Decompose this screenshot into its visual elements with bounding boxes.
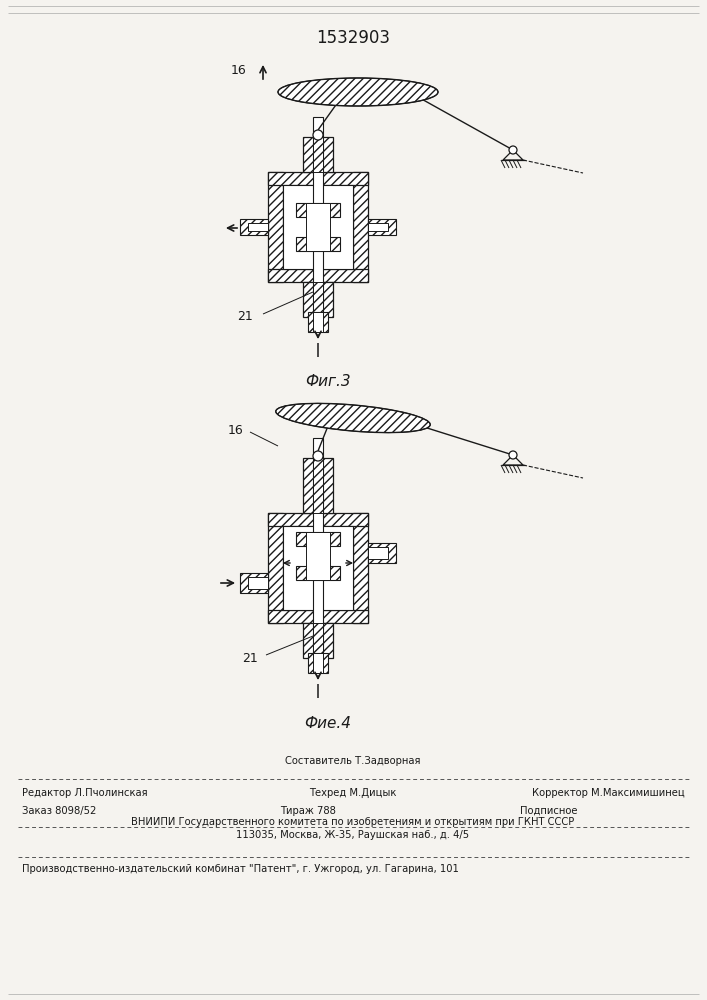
Text: Подписное: Подписное bbox=[520, 806, 578, 816]
Text: 21: 21 bbox=[238, 310, 253, 324]
Bar bbox=[308, 653, 328, 673]
Bar bbox=[248, 223, 268, 231]
Bar bbox=[303, 282, 333, 317]
Circle shape bbox=[509, 146, 517, 154]
Bar bbox=[296, 532, 340, 546]
Bar bbox=[268, 172, 283, 282]
Text: 16: 16 bbox=[230, 64, 246, 77]
Bar bbox=[283, 185, 353, 269]
Text: Производственно-издательский комбинат "Патент", г. Ужгород, ул. Гагарина, 101: Производственно-издательский комбинат "П… bbox=[22, 864, 459, 874]
Bar bbox=[313, 438, 323, 658]
Circle shape bbox=[509, 451, 517, 459]
Text: Заказ 8098/52: Заказ 8098/52 bbox=[22, 806, 96, 816]
Bar bbox=[268, 513, 283, 623]
Bar bbox=[296, 566, 340, 580]
Text: 1532903: 1532903 bbox=[316, 29, 390, 47]
Bar bbox=[248, 577, 268, 589]
Bar bbox=[268, 172, 368, 185]
Bar bbox=[303, 458, 333, 513]
Bar bbox=[313, 117, 323, 317]
Bar bbox=[268, 269, 368, 282]
Bar bbox=[313, 458, 323, 513]
Text: 113035, Москва, Ж-35, Раушская наб., д. 4/5: 113035, Москва, Ж-35, Раушская наб., д. … bbox=[236, 830, 469, 840]
Bar bbox=[368, 219, 396, 235]
Text: Фиг.3: Фиг.3 bbox=[305, 374, 351, 389]
Bar bbox=[368, 223, 388, 231]
Bar bbox=[303, 137, 333, 172]
Text: ВНИИПИ Государственного комитета по изобретениям и открытиям при ГКНТ СССР: ВНИИПИ Государственного комитета по изоб… bbox=[132, 817, 575, 827]
Text: Фие.4: Фие.4 bbox=[305, 716, 351, 730]
Bar bbox=[240, 573, 268, 593]
Bar bbox=[368, 543, 396, 563]
Bar bbox=[313, 282, 323, 317]
Bar bbox=[308, 312, 328, 332]
Bar bbox=[313, 653, 323, 673]
Text: Техред М.Дицык: Техред М.Дицык bbox=[309, 788, 397, 798]
Text: 16: 16 bbox=[227, 424, 243, 436]
Bar bbox=[306, 203, 330, 251]
Bar bbox=[313, 137, 323, 172]
Text: 21: 21 bbox=[243, 652, 258, 664]
Ellipse shape bbox=[278, 78, 438, 106]
Bar bbox=[296, 203, 340, 217]
Bar bbox=[268, 610, 368, 623]
Bar bbox=[303, 623, 333, 658]
Bar bbox=[296, 237, 340, 251]
Bar bbox=[313, 312, 323, 332]
Bar bbox=[313, 623, 323, 658]
Text: Редактор Л.Пчолинская: Редактор Л.Пчолинская bbox=[22, 788, 148, 798]
Ellipse shape bbox=[276, 403, 431, 433]
Text: Корректор М.Максимишинец: Корректор М.Максимишинец bbox=[532, 788, 685, 798]
Text: Тираж 788: Тираж 788 bbox=[280, 806, 336, 816]
Circle shape bbox=[313, 451, 323, 461]
Bar bbox=[368, 547, 388, 559]
Bar bbox=[353, 513, 368, 623]
Bar bbox=[353, 172, 368, 282]
Text: Составитель Т.Задворная: Составитель Т.Задворная bbox=[285, 756, 421, 766]
Bar bbox=[306, 532, 330, 580]
Bar bbox=[268, 513, 368, 526]
Circle shape bbox=[313, 130, 323, 140]
Bar bbox=[240, 219, 268, 235]
Bar bbox=[283, 526, 353, 610]
